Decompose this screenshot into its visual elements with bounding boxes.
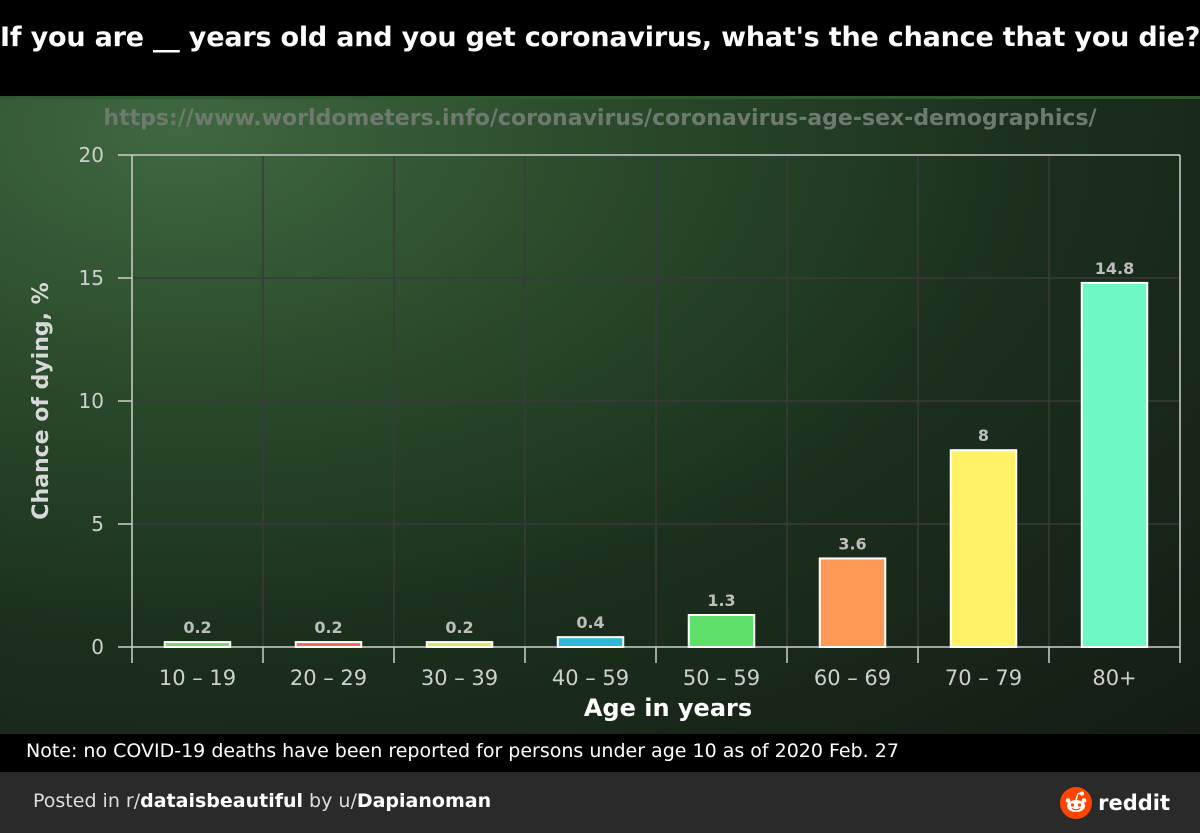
x-tick-label: 50 – 59 (683, 666, 760, 690)
reddit-alien-icon (1060, 787, 1093, 819)
data-label: 0.2 (314, 618, 342, 637)
bar (1080, 281, 1149, 648)
data-label: 0.2 (183, 618, 211, 637)
bar (294, 641, 363, 649)
bar (425, 641, 494, 649)
chart-title: If you are __ years old and you get coro… (0, 22, 1200, 53)
posted-in-label: Posted in r/ (33, 790, 141, 812)
data-label: 1.3 (707, 591, 735, 610)
x-tick-label: 60 – 69 (814, 666, 891, 690)
by-label: by u/ (303, 790, 357, 812)
bar (163, 641, 232, 649)
y-tick-label: 20 (79, 143, 104, 167)
footnote: Note: no COVID-19 deaths have been repor… (26, 740, 899, 762)
subreddit-link[interactable]: dataisbeautiful (140, 790, 304, 812)
y-tick-label: 0 (91, 635, 104, 659)
x-tick-label: 80+ (1092, 666, 1136, 690)
source-url: https://www.worldometers.info/coronaviru… (103, 106, 1097, 131)
data-label: 8 (978, 426, 989, 445)
title-bar: If you are __ years old and you get coro… (0, 0, 1200, 96)
data-label: 0.4 (576, 613, 604, 632)
bar (687, 614, 756, 649)
bar-chart: https://www.worldometers.info/coronaviru… (29, 106, 1181, 722)
x-tick-label: 40 – 59 (552, 666, 629, 690)
post-attribution: Posted in r/dataisbeautiful by u/Dapiano… (33, 790, 491, 812)
chart-panel: https://www.worldometers.info/coronaviru… (0, 96, 1200, 734)
reddit-wordmark: reddit (1098, 791, 1170, 815)
x-tick-label: 20 – 29 (290, 666, 367, 690)
bar (949, 449, 1018, 649)
reddit-logo[interactable]: reddit (1060, 787, 1170, 819)
y-axis-title: Chance of dying, % (29, 282, 54, 519)
bar (556, 636, 625, 648)
bar (818, 557, 887, 648)
y-tick-label: 15 (79, 266, 104, 290)
data-label: 0.2 (445, 618, 473, 637)
data-label: 14.8 (1095, 259, 1134, 278)
x-axis-title: Age in years (584, 694, 752, 722)
data-label: 3.6 (838, 534, 866, 553)
y-tick-label: 5 (91, 512, 104, 536)
x-tick-label: 70 – 79 (945, 666, 1022, 690)
y-tick-label: 10 (79, 389, 104, 413)
x-tick-label: 30 – 39 (421, 666, 498, 690)
user-link[interactable]: Dapianoman (356, 790, 492, 812)
footer-bar: Posted in r/dataisbeautiful by u/Dapiano… (0, 772, 1200, 833)
note-bar: Note: no COVID-19 deaths have been repor… (0, 734, 1200, 772)
x-tick-label: 10 – 19 (159, 666, 236, 690)
